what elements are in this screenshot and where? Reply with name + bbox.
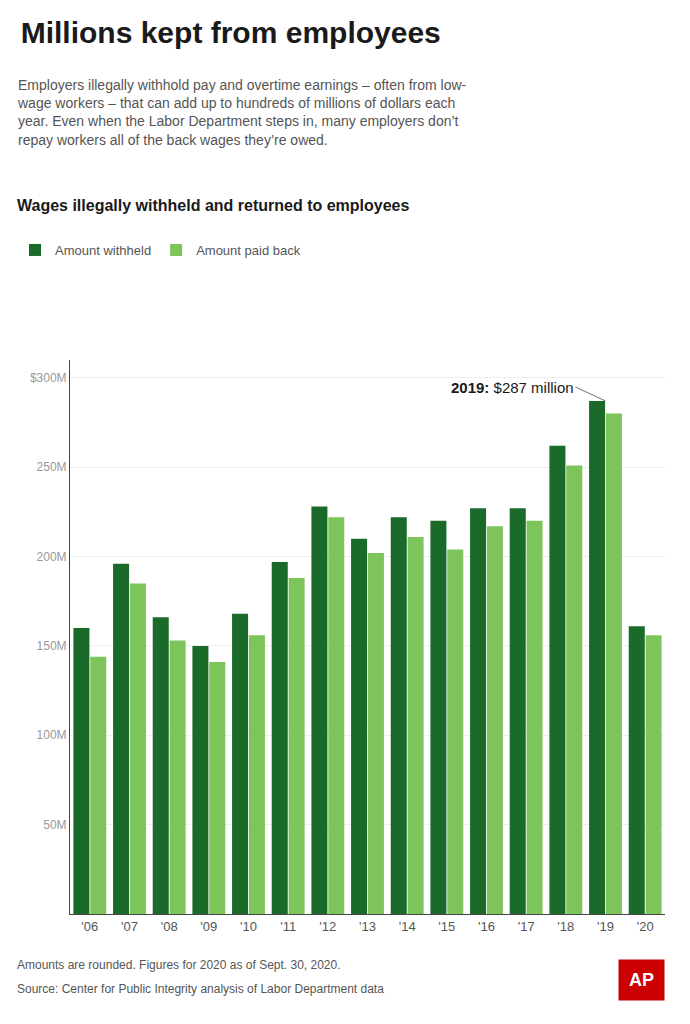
svg-text:Employers illegally withhold p: Employers illegally withhold pay and ove… (17, 77, 467, 148)
svg-text:'10: '10 (240, 919, 257, 934)
svg-text:Source: Center for Public Inte: Source: Center for Public Integrity anal… (17, 982, 384, 996)
svg-text:'15: '15 (438, 919, 455, 934)
svg-text:100M: 100M (37, 728, 67, 742)
svg-text:'08: '08 (161, 919, 178, 934)
svg-text:'09: '09 (200, 919, 217, 934)
svg-text:'13: '13 (359, 919, 376, 934)
svg-text:'07: '07 (121, 919, 138, 934)
svg-text:2019: $287 million: 2019: $287 million (451, 379, 574, 396)
svg-text:$300M: $300M (30, 371, 67, 385)
svg-text:'14: '14 (399, 919, 416, 934)
svg-text:'06: '06 (81, 919, 98, 934)
svg-text:200M: 200M (37, 550, 67, 564)
svg-text:'16: '16 (478, 919, 495, 934)
svg-text:Amount withheld: Amount withheld (55, 243, 151, 258)
svg-text:'11: '11 (280, 919, 296, 934)
svg-text:AP: AP (629, 970, 654, 990)
svg-text:Millions kept from employees: Millions kept from employees (21, 16, 441, 49)
svg-text:'19: '19 (597, 919, 614, 934)
svg-text:'20: '20 (637, 919, 654, 934)
svg-text:50M: 50M (43, 818, 66, 832)
svg-text:'17: '17 (518, 919, 535, 934)
svg-text:Wages illegally withheld and r: Wages illegally withheld and returned to… (17, 197, 409, 214)
svg-text:250M: 250M (37, 460, 67, 474)
svg-text:'18: '18 (557, 919, 574, 934)
svg-text:Amount paid back: Amount paid back (196, 243, 301, 258)
svg-text:Amounts are rounded. Figures f: Amounts are rounded. Figures for 2020 as… (17, 958, 341, 972)
svg-text:150M: 150M (37, 639, 67, 653)
svg-text:'12: '12 (319, 919, 336, 934)
